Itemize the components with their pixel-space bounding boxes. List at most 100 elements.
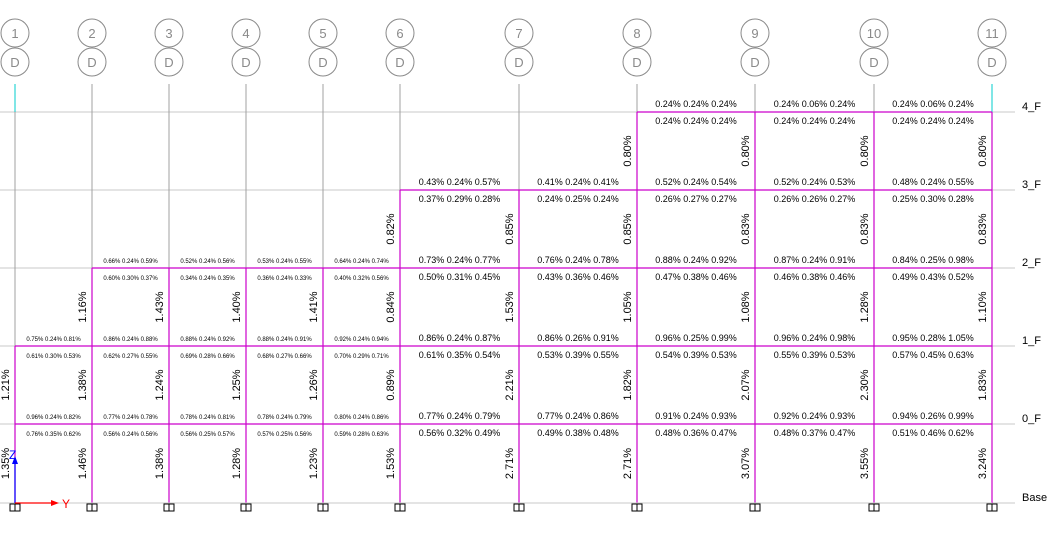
grid-number: 6 <box>396 26 403 41</box>
beam-ratio-label: 0.56% 0.32% 0.49% <box>419 428 501 438</box>
grid-bubble-letter <box>977 47 1007 77</box>
beam-ratio-label: 0.46% 0.38% 0.46% <box>774 272 856 282</box>
grid-number: 7 <box>515 26 522 41</box>
y-axis-label: Y <box>62 497 70 511</box>
beam-ratio-label: 0.69% 0.28% 0.66% <box>180 354 235 360</box>
beam-ratio-label: 0.25% 0.30% 0.28% <box>892 194 974 204</box>
grid-bubble-letter <box>77 47 107 77</box>
grid-letter: D <box>241 55 250 70</box>
column-ratio-label: 0.82% <box>385 213 397 244</box>
column-ratio-label: 3.24% <box>977 448 989 479</box>
grid-letter: D <box>318 55 327 70</box>
beam-ratio-label: 0.48% 0.37% 0.47% <box>774 428 856 438</box>
beam-ratio-label: 0.26% 0.26% 0.27% <box>774 194 856 204</box>
beam-ratio-label: 0.41% 0.24% 0.41% <box>537 177 619 187</box>
beam-ratio-label: 0.59% 0.28% 0.63% <box>334 432 389 438</box>
beam-ratio-label: 0.60% 0.30% 0.37% <box>103 276 158 282</box>
grid-bubble-number <box>385 18 415 48</box>
grid-letter: D <box>750 55 759 70</box>
grid-bubble-letter <box>308 47 338 77</box>
beam-ratio-label: 0.96% 0.25% 0.99% <box>655 333 737 343</box>
beam-ratio-label: 0.24% 0.06% 0.24% <box>892 99 974 109</box>
z-axis-label: Z <box>9 448 16 462</box>
grid-letter: D <box>987 55 996 70</box>
beam-ratio-label: 0.24% 0.24% 0.24% <box>892 116 974 126</box>
beam-ratio-labels: 0.24% 0.24% 0.24% 0.24% 0.06% 0.24% 0.24% … <box>26 99 973 438</box>
grid-bubble-number <box>859 18 889 48</box>
beam-ratio-label: 0.95% 0.28% 1.05% <box>892 333 974 343</box>
beam-ratio-label: 0.76% 0.35% 0.62% <box>26 432 81 438</box>
grid-letter: D <box>632 55 641 70</box>
grid-letter: D <box>10 55 19 70</box>
beam-ratio-label: 0.75% 0.24% 0.81% <box>26 337 81 343</box>
column-ratio-label: 1.41% <box>308 291 320 322</box>
beam-ratio-label: 0.68% 0.27% 0.66% <box>257 354 312 360</box>
beam-ratio-label: 0.86% 0.24% 0.87% <box>419 333 501 343</box>
grid-bubble-number <box>77 18 107 48</box>
axis-triad: Z Y <box>9 448 70 511</box>
column-ratio-label: 1.46% <box>77 448 89 479</box>
beam-ratio-label: 0.91% 0.24% 0.93% <box>655 411 737 421</box>
beam-ratio-label: 0.57% 0.45% 0.63% <box>892 350 974 360</box>
grid-bubble-letter <box>504 47 534 77</box>
beam-ratio-label: 0.64% 0.24% 0.74% <box>334 259 389 265</box>
beam-ratio-label: 0.96% 0.24% 0.98% <box>774 333 856 343</box>
beam-ratio-label: 0.96% 0.24% 0.82% <box>26 415 81 421</box>
grid-letter: D <box>164 55 173 70</box>
beam-ratio-label: 0.37% 0.29% 0.28% <box>419 194 501 204</box>
grid-bubble-number <box>0 18 30 48</box>
grid-bubble-number <box>622 18 652 48</box>
beam-ratio-label: 0.49% 0.38% 0.48% <box>537 428 619 438</box>
grid-bubble-letter <box>859 47 889 77</box>
frame-members <box>14 111 993 504</box>
grid-number: 5 <box>319 26 326 41</box>
column-ratio-label: 1.23% <box>308 448 320 479</box>
grid-number: 1 <box>11 26 18 41</box>
column-ratio-label: 1.28% <box>231 448 243 479</box>
column-ratio-label: 1.25% <box>231 369 243 400</box>
beam-ratio-label: 0.92% 0.24% 0.94% <box>334 337 389 343</box>
story-label: 2_F <box>1022 257 1041 269</box>
beam-ratio-label: 0.78% 0.24% 0.79% <box>257 415 312 421</box>
grid-number: 11 <box>985 26 999 41</box>
beam-ratio-label: 0.26% 0.27% 0.27% <box>655 194 737 204</box>
column-ratio-label: 0.89% <box>385 369 397 400</box>
story-label: 1_F <box>1022 335 1041 347</box>
grid-bubble-letter <box>154 47 184 77</box>
beam-ratio-label: 0.24% 0.25% 0.24% <box>537 194 619 204</box>
beam-ratio-label: 0.66% 0.24% 0.59% <box>103 259 158 265</box>
grid-bubble-number <box>504 18 534 48</box>
column-ratio-label: 2.21% <box>504 369 516 400</box>
column-ratio-label: 0.80% <box>622 135 634 166</box>
column-ratio-label: 1.53% <box>385 448 397 479</box>
beam-ratio-label: 0.24% 0.06% 0.24% <box>774 99 856 109</box>
grid-number: 4 <box>242 26 249 41</box>
grid-bubble-number <box>231 18 261 48</box>
column-ratio-label: 1.28% <box>859 291 871 322</box>
base-supports <box>9 503 998 512</box>
grid-bubble-letter <box>740 47 770 77</box>
y-axis-arrow <box>51 500 59 506</box>
column-ratio-label: 1.83% <box>977 369 989 400</box>
grid-number: 8 <box>633 26 640 41</box>
column-ratio-label: 2.30% <box>859 369 871 400</box>
beam-ratio-label: 0.52% 0.24% 0.54% <box>655 177 737 187</box>
beam-ratio-label: 0.78% 0.24% 0.81% <box>180 415 235 421</box>
column-ratio-label: 3.55% <box>859 448 871 479</box>
beam-ratio-label: 0.49% 0.43% 0.52% <box>892 272 974 282</box>
beam-ratio-label: 0.53% 0.39% 0.55% <box>537 350 619 360</box>
beam-ratio-label: 0.48% 0.24% 0.55% <box>892 177 974 187</box>
column-ratio-label: 1.16% <box>77 291 89 322</box>
beam-ratio-label: 0.76% 0.24% 0.78% <box>537 255 619 265</box>
column-ratio-label: 1.24% <box>154 369 166 400</box>
beam-ratio-label: 0.92% 0.24% 0.93% <box>774 411 856 421</box>
column-ratio-label: 1.38% <box>77 369 89 400</box>
column-ratio-label: 0.80% <box>859 135 871 166</box>
grid-number: 9 <box>751 26 758 41</box>
grid-bubbles: 1 D 2 D 3 D 4 D 5 D 6 D 7 D 8 D 9 D 10 D 11 D <box>0 18 1007 77</box>
beam-ratio-label: 0.86% 0.24% 0.88% <box>103 337 158 343</box>
beam-ratio-label: 0.61% 0.35% 0.54% <box>419 350 501 360</box>
beam-ratio-label: 0.88% 0.24% 0.91% <box>257 337 312 343</box>
beam-ratio-label: 0.84% 0.25% 0.98% <box>892 255 974 265</box>
